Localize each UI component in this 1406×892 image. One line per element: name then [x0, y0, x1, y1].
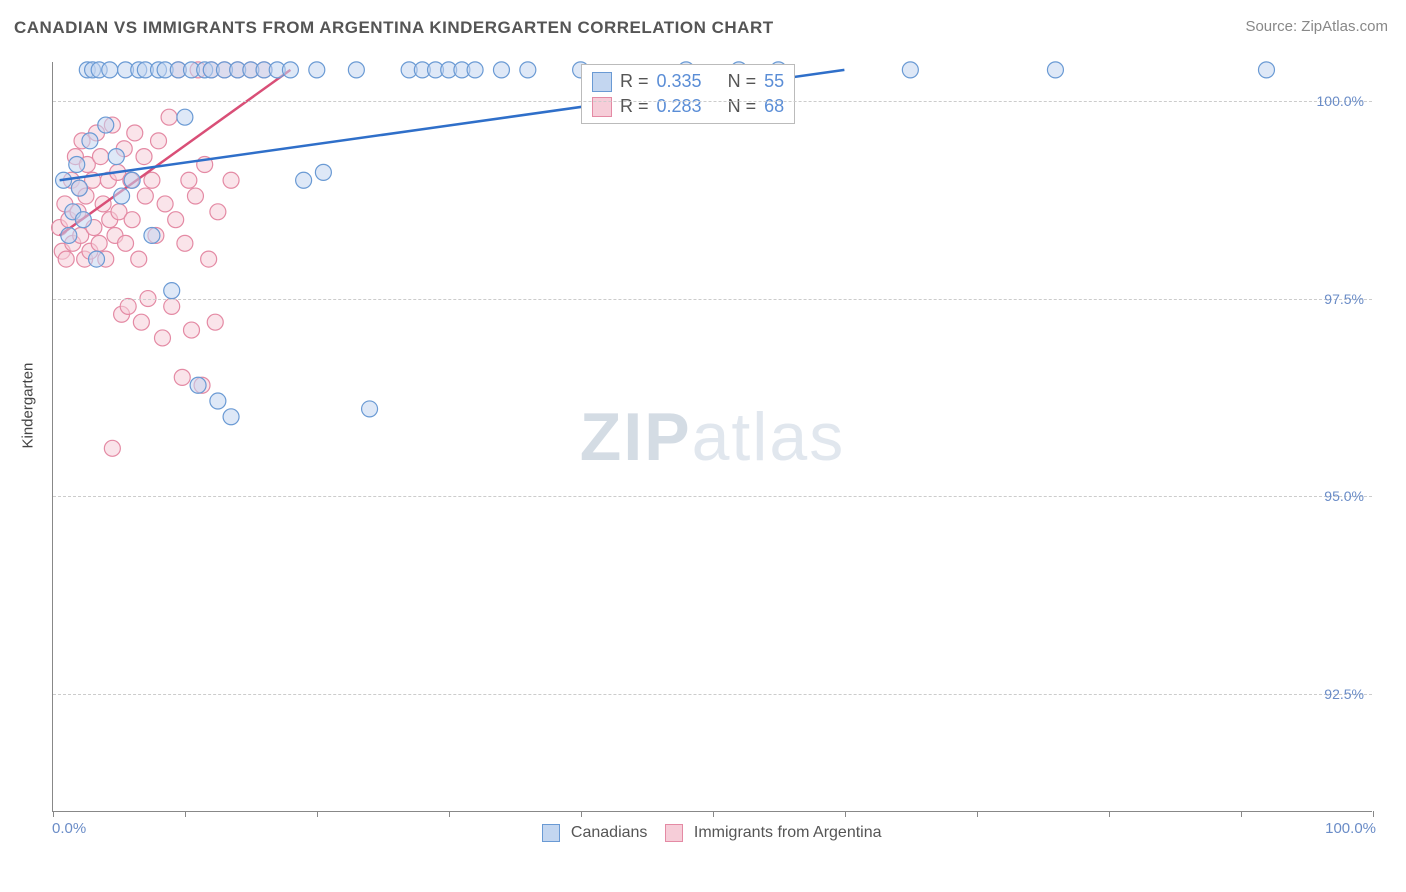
y-tick-label: 92.5%	[1324, 686, 1364, 702]
legend-n-value: 55	[764, 71, 784, 92]
scatter-point	[164, 283, 180, 299]
legend-series-label: Canadians	[566, 824, 647, 841]
scatter-point	[102, 62, 118, 78]
scatter-point	[210, 393, 226, 409]
scatter-point	[164, 298, 180, 314]
plot-svg	[53, 62, 1372, 811]
legend-r-label: R =	[620, 96, 649, 117]
legend-row: R = 0.283 N = 68	[592, 94, 784, 119]
gridline	[53, 101, 1372, 102]
x-tick-mark	[1109, 811, 1110, 817]
scatter-point	[223, 409, 239, 425]
x-tick-mark	[581, 811, 582, 817]
scatter-point	[124, 212, 140, 228]
scatter-point	[75, 212, 91, 228]
scatter-point	[92, 149, 108, 165]
legend-upper: R = 0.335 N = 55 R = 0.283 N = 68	[581, 64, 795, 124]
scatter-point	[154, 330, 170, 346]
scatter-point	[144, 227, 160, 243]
legend-r-label: R =	[620, 71, 649, 92]
scatter-point	[296, 172, 312, 188]
scatter-point	[104, 440, 120, 456]
y-tick-label: 95.0%	[1324, 488, 1364, 504]
scatter-point	[98, 117, 114, 133]
scatter-point	[151, 133, 167, 149]
scatter-point	[161, 109, 177, 125]
legend-swatch	[592, 97, 612, 117]
x-tick-mark	[185, 811, 186, 817]
legend-swatch	[665, 824, 683, 842]
legend-swatch	[592, 72, 612, 92]
gridline	[53, 299, 1372, 300]
gridline	[53, 496, 1372, 497]
x-tick-mark	[1373, 811, 1374, 817]
legend-n-value: 68	[764, 96, 784, 117]
scatter-point	[223, 172, 239, 188]
x-tick-mark	[53, 811, 54, 817]
scatter-point	[309, 62, 325, 78]
scatter-point	[133, 314, 149, 330]
scatter-point	[184, 322, 200, 338]
scatter-point	[136, 149, 152, 165]
scatter-point	[493, 62, 509, 78]
scatter-point	[61, 227, 77, 243]
scatter-point	[137, 188, 153, 204]
scatter-point	[131, 251, 147, 267]
scatter-point	[362, 401, 378, 417]
scatter-point	[118, 235, 134, 251]
scatter-point	[1258, 62, 1274, 78]
x-tick-mark	[845, 811, 846, 817]
scatter-point	[120, 298, 136, 314]
scatter-point	[58, 251, 74, 267]
chart-title: CANADIAN VS IMMIGRANTS FROM ARGENTINA KI…	[14, 18, 774, 38]
legend-bottom: Canadians Immigrants from Argentina	[0, 824, 1406, 842]
legend-series-label: Immigrants from Argentina	[689, 824, 881, 841]
scatter-point	[282, 62, 298, 78]
scatter-point	[210, 204, 226, 220]
scatter-point	[520, 62, 536, 78]
scatter-point	[190, 377, 206, 393]
scatter-point	[315, 164, 331, 180]
scatter-point	[127, 125, 143, 141]
scatter-point	[71, 180, 87, 196]
legend-swatch	[542, 824, 560, 842]
x-tick-mark	[713, 811, 714, 817]
scatter-point	[207, 314, 223, 330]
scatter-point	[902, 62, 918, 78]
scatter-point	[89, 251, 105, 267]
scatter-point	[1047, 62, 1063, 78]
scatter-point	[108, 149, 124, 165]
legend-r-value: 0.283	[657, 96, 702, 117]
y-axis-label: Kindergarten	[20, 363, 37, 449]
y-tick-label: 100.0%	[1317, 93, 1364, 109]
scatter-point	[69, 157, 85, 173]
scatter-point	[91, 235, 107, 251]
scatter-point	[168, 212, 184, 228]
scatter-point	[124, 172, 140, 188]
scatter-point	[348, 62, 364, 78]
scatter-point	[174, 369, 190, 385]
scatter-point	[187, 188, 203, 204]
scatter-point	[201, 251, 217, 267]
legend-n-label: N =	[728, 96, 757, 117]
scatter-point	[114, 188, 130, 204]
scatter-point	[181, 172, 197, 188]
source-label: Source: ZipAtlas.com	[1245, 18, 1388, 35]
x-tick-mark	[1241, 811, 1242, 817]
x-tick-mark	[317, 811, 318, 817]
scatter-point	[177, 109, 193, 125]
x-tick-mark	[449, 811, 450, 817]
legend-row: R = 0.335 N = 55	[592, 69, 784, 94]
legend-r-value: 0.335	[657, 71, 702, 92]
scatter-point	[82, 133, 98, 149]
legend-n-label: N =	[728, 71, 757, 92]
x-tick-mark	[977, 811, 978, 817]
scatter-plot: ZIPatlas R =0.335N =55R =0.283N =68 92.5…	[52, 62, 1372, 812]
gridline	[53, 694, 1372, 695]
scatter-point	[177, 235, 193, 251]
scatter-point	[467, 62, 483, 78]
scatter-point	[157, 196, 173, 212]
y-tick-label: 97.5%	[1324, 291, 1364, 307]
